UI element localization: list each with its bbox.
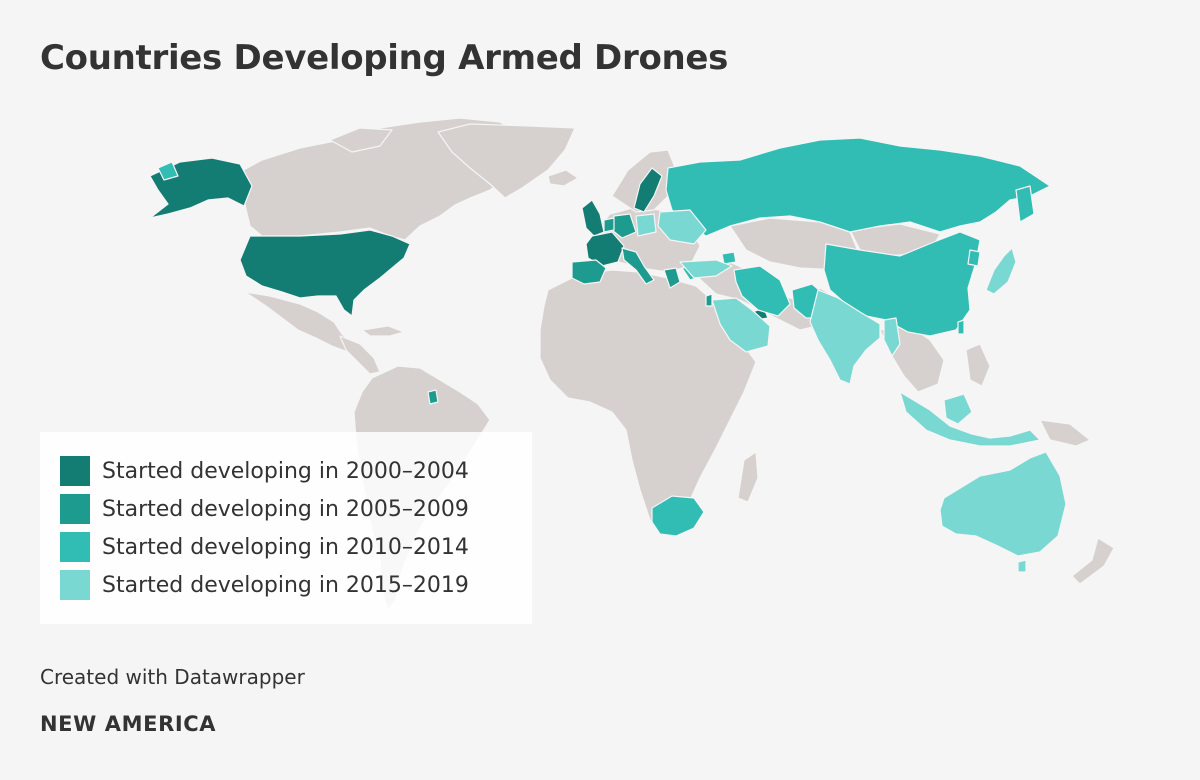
legend-label-2010-2014: Started developing in 2010–2014 — [102, 534, 469, 560]
country-kazakhstan-east[interactable] — [1015, 185, 1035, 223]
country-new-zealand[interactable] — [1071, 537, 1115, 585]
legend-item-2000-2004: Started developing in 2000–2004 — [60, 452, 512, 490]
region-central-america[interactable] — [339, 335, 381, 375]
country-azerbaijan[interactable] — [721, 251, 737, 265]
country-australia[interactable] — [939, 451, 1067, 557]
legend: Started developing in 2000–2004 Started … — [40, 432, 532, 624]
chart-title: Countries Developing Armed Drones — [40, 38, 729, 78]
legend-label-2000-2004: Started developing in 2000–2004 — [102, 458, 469, 484]
datawrapper-credit[interactable]: Created with Datawrapper — [40, 665, 305, 689]
country-greece[interactable] — [663, 267, 681, 289]
country-alaska-west[interactable] — [157, 161, 179, 181]
legend-swatch-2010-2014 — [60, 532, 90, 562]
country-india[interactable] — [809, 289, 881, 385]
country-israel[interactable] — [705, 293, 713, 307]
country-italy[interactable] — [621, 247, 655, 285]
country-uk[interactable] — [581, 199, 605, 237]
legend-label-2005-2009: Started developing in 2005–2009 — [102, 496, 469, 522]
country-iceland[interactable] — [547, 169, 579, 187]
country-philippines[interactable] — [965, 343, 991, 387]
country-greenland[interactable] — [437, 123, 576, 199]
country-madagascar[interactable] — [737, 451, 759, 503]
country-ukraine-belarus[interactable] — [657, 209, 707, 245]
legend-swatch-2015-2019 — [60, 570, 90, 600]
country-poland[interactable] — [635, 213, 657, 237]
region-caribbean[interactable] — [361, 325, 405, 337]
country-usa[interactable] — [239, 229, 411, 317]
country-south-africa[interactable] — [651, 495, 705, 537]
country-japan[interactable] — [985, 247, 1017, 295]
country-canada-arctic[interactable] — [329, 127, 393, 153]
country-sweden[interactable] — [633, 167, 663, 213]
country-north-korea[interactable] — [967, 249, 981, 267]
legend-item-2015-2019: Started developing in 2015–2019 — [60, 566, 512, 604]
country-spain[interactable] — [571, 259, 607, 285]
country-indonesia-borneo[interactable] — [943, 393, 973, 425]
country-turkey[interactable] — [679, 259, 733, 279]
period-2010-2014-countries — [157, 137, 1051, 537]
country-papua-new-guinea[interactable] — [1039, 419, 1091, 447]
country-belgium-netherlands[interactable] — [603, 217, 615, 233]
country-france-guiana[interactable] — [427, 389, 439, 405]
legend-swatch-2000-2004 — [60, 456, 90, 486]
country-taiwan[interactable] — [957, 319, 965, 335]
new-america-logo[interactable]: NEW AMERICA — [40, 712, 217, 736]
country-france[interactable] — [585, 231, 625, 267]
country-myanmar[interactable] — [883, 317, 901, 357]
legend-item-2010-2014: Started developing in 2010–2014 — [60, 528, 512, 566]
legend-label-2015-2019: Started developing in 2015–2019 — [102, 572, 469, 598]
country-saudi-arabia[interactable] — [711, 297, 771, 353]
legend-swatch-2005-2009 — [60, 494, 90, 524]
period-2015-2019-countries — [635, 209, 1067, 573]
legend-item-2005-2009: Started developing in 2005–2009 — [60, 490, 512, 528]
country-indonesia[interactable] — [899, 391, 1041, 447]
country-iran[interactable] — [733, 265, 791, 317]
period-2005-2009-countries — [427, 213, 713, 405]
country-tasmania[interactable] — [1017, 559, 1027, 573]
country-russia[interactable] — [665, 137, 1051, 237]
